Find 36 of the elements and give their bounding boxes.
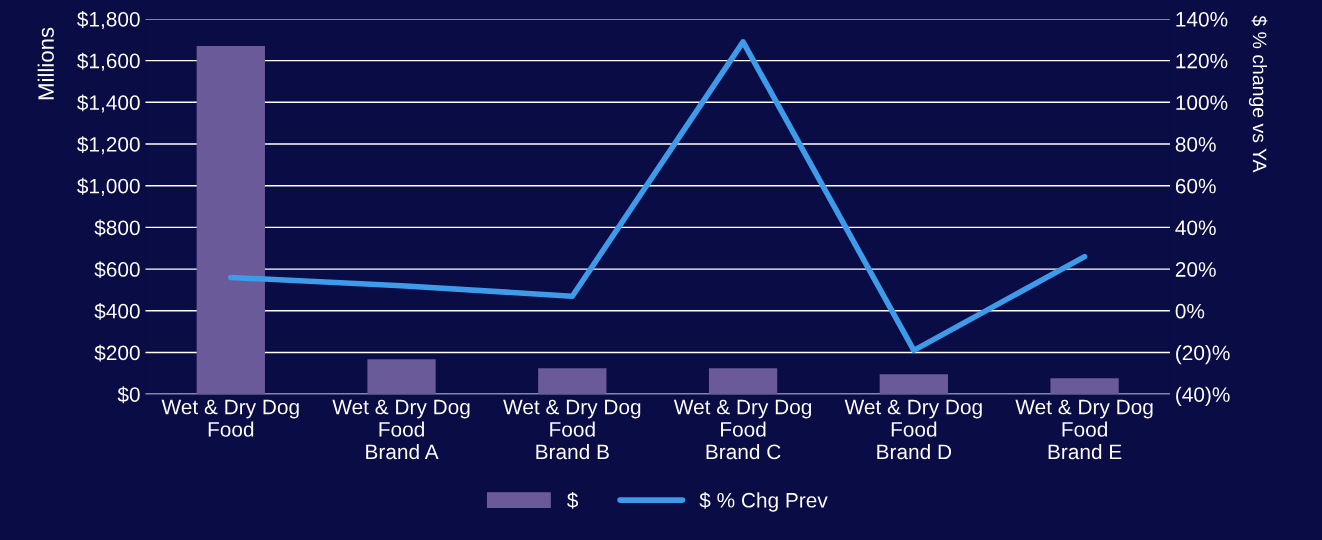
x-tick-label: Wet & Dry Dog Food Brand D <box>844 399 982 460</box>
y-tick-label: $1,800 <box>77 11 140 30</box>
x-tick-label: Wet & Dry Dog Food Brand C <box>673 399 812 460</box>
y-axis-title: Millions <box>37 27 54 100</box>
y-tick-label: $0 <box>117 386 140 404</box>
legend-label: $ % Chg Prev <box>699 491 828 512</box>
y-tick-label: $400 <box>94 302 140 320</box>
x-tick-label: Wet & Dry Dog Food Brand B <box>503 399 641 460</box>
bar <box>879 374 948 395</box>
y-tick-label: $800 <box>94 219 140 237</box>
y2-tick-label: 0% <box>1175 303 1205 319</box>
y-tick-label: $600 <box>94 261 140 279</box>
y-tick-label: $1,400 <box>77 94 140 113</box>
x-tick-label: Wet & Dry Dog Food <box>161 399 299 437</box>
x-tick-label: Wet & Dry Dog Food Brand A <box>332 399 470 460</box>
x-tick-label: Wet & Dry Dog Food Brand E <box>1015 399 1153 460</box>
y2-tick-label: 100% <box>1176 95 1228 111</box>
y-tick-label: $1,000 <box>77 177 140 196</box>
bar <box>196 46 265 395</box>
y2-tick-label: (40)% <box>1176 386 1230 407</box>
bar <box>538 368 607 395</box>
y2-tick-label: 40% <box>1175 220 1216 236</box>
legend-label: $ <box>567 491 579 509</box>
y-tick-label: $1,600 <box>77 52 140 71</box>
y2-axis-title: $ % change vs YA <box>1248 15 1268 173</box>
bar <box>367 359 436 395</box>
y2-tick-label: 80% <box>1175 137 1216 152</box>
y2-tick-label: 20% <box>1175 262 1216 277</box>
y2-tick-label: 120% <box>1176 53 1228 69</box>
y-tick-label: $200 <box>94 344 140 362</box>
y2-tick-label: 60% <box>1175 178 1216 194</box>
bar <box>1050 378 1119 395</box>
y2-tick-label: (20)% <box>1176 344 1230 365</box>
y2-tick-label: 140% <box>1176 11 1228 27</box>
bar <box>708 368 778 395</box>
y-tick-label: $1,200 <box>77 136 140 155</box>
